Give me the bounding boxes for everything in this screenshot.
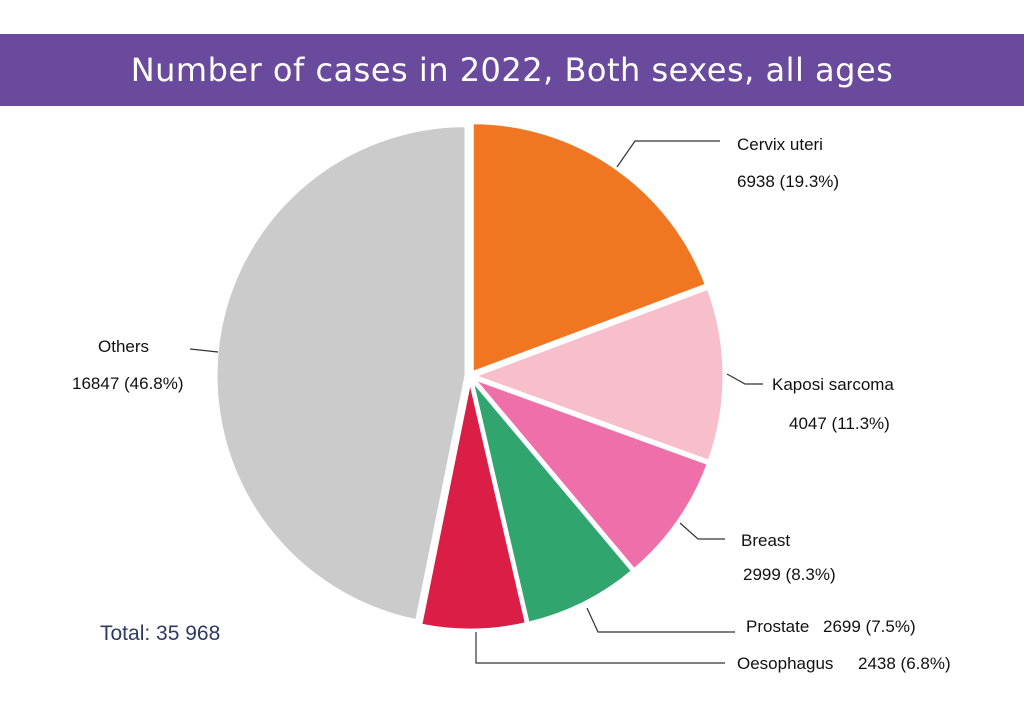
pie-slice-oesophagus xyxy=(419,378,528,632)
leader-line-prostate xyxy=(586,607,735,633)
label-prostate-value: 2699 (7.5%) xyxy=(823,617,916,636)
leader-line-oesophagus xyxy=(475,632,725,664)
label-cervix-uteri-value: 6938 (19.3%) xyxy=(737,172,839,191)
leader-line-others xyxy=(189,348,219,353)
leader-line-breast xyxy=(679,522,725,540)
label-others-name: Others xyxy=(98,337,149,356)
chart-title: Number of cases in 2022, Both sexes, all… xyxy=(130,51,894,89)
label-breast-value: 2999 (8.3%) xyxy=(743,565,836,584)
pie-slice-kaposi-sarcoma xyxy=(472,286,726,463)
leader-line-kaposi-sarcoma xyxy=(726,373,763,385)
label-kaposi-sarcoma-value: 4047 (11.3%) xyxy=(789,414,890,433)
pie-slice-breast xyxy=(471,376,710,572)
label-kaposi-sarcoma-name: Kaposi sarcoma xyxy=(772,375,894,394)
total-label: Total: 35 968 xyxy=(100,622,220,645)
leader-line-cervix-uteri xyxy=(616,140,720,168)
pie-slice-others xyxy=(214,124,468,623)
label-cervix-uteri-name: Cervix uteri xyxy=(737,135,823,154)
label-oesophagus-name: Oesophagus xyxy=(737,654,833,673)
pie-slice-cervix-uteri xyxy=(470,121,708,375)
pie-slice-prostate xyxy=(470,378,635,625)
label-oesophagus-value: 2438 (6.8%) xyxy=(858,654,951,673)
pie-slices xyxy=(214,121,726,632)
label-prostate-name: Prostate xyxy=(746,617,809,636)
label-others-value: 16847 (46.8%) xyxy=(72,374,184,393)
title-bar: Number of cases in 2022, Both sexes, all… xyxy=(0,34,1024,106)
label-breast-name: Breast xyxy=(741,531,790,550)
